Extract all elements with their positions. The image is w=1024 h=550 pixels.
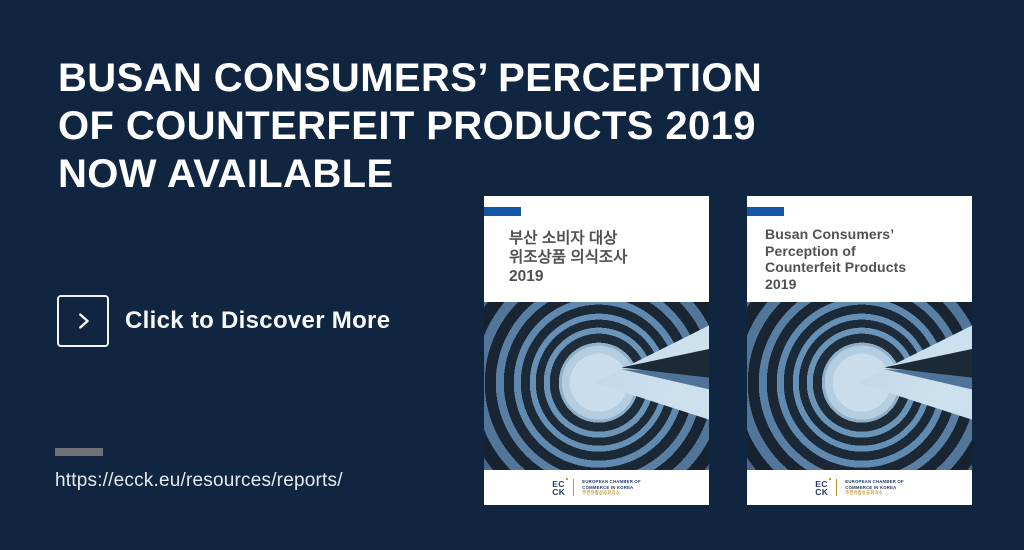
circular-building-photo bbox=[484, 302, 709, 470]
cover-title-line: Counterfeit Products bbox=[765, 259, 907, 275]
ecck-logo-text: EUROPEAN CHAMBER OF COMMERCE IN KOREA 주한… bbox=[582, 479, 640, 496]
logo-org-line: EUROPEAN CHAMBER OF bbox=[845, 478, 904, 484]
logo-acronym-top: EC bbox=[552, 478, 565, 489]
report-cover-english[interactable]: Busan Consumers’ Perception of Counterfe… bbox=[747, 196, 972, 505]
divider-dash bbox=[55, 448, 103, 456]
cover-title-line: 부산 소비자 대상 bbox=[509, 230, 618, 247]
report-cover-korean[interactable]: 부산 소비자 대상 위조상품 의식조사 2019 EC CK EUROPEAN … bbox=[484, 196, 709, 505]
logo-org-line: COMMERCE IN KOREA bbox=[845, 484, 897, 490]
logo-gold-tick bbox=[566, 477, 569, 480]
cover-accent-bar bbox=[747, 207, 784, 216]
headline-line-2: OF COUNTERFEIT PRODUCTS 2019 bbox=[58, 104, 756, 148]
circular-building-photo bbox=[747, 302, 972, 470]
ecck-logo-acronym: EC CK bbox=[815, 477, 832, 497]
logo-acronym-bottom: CK bbox=[815, 486, 829, 497]
page-title: BUSAN CONSUMERS’ PERCEPTION OF COUNTERFE… bbox=[58, 54, 798, 198]
cover-title-korean: 부산 소비자 대상 위조상품 의식조사 2019 bbox=[509, 229, 701, 286]
headline-line-1: BUSAN CONSUMERS’ PERCEPTION bbox=[58, 56, 763, 100]
reports-url[interactable]: https://ecck.eu/resources/reports/ bbox=[55, 470, 343, 491]
cover-title-line: Perception of bbox=[765, 242, 856, 259]
cover-accent-bar bbox=[484, 207, 521, 216]
discover-more-label[interactable]: Click to Discover More bbox=[125, 307, 391, 334]
cover-title-line: 위조상품 의식조사 bbox=[509, 249, 628, 266]
cover-title-english: Busan Consumers’ Perception of Counterfe… bbox=[765, 226, 964, 292]
sky-wedge bbox=[594, 325, 709, 420]
logo-acronym-top: EC bbox=[815, 478, 828, 489]
logo-divider bbox=[836, 479, 838, 496]
sky-wedge bbox=[857, 325, 972, 420]
logo-org-line-korean: 주한유럽상공회의소 bbox=[845, 490, 883, 496]
cover-title-line: Busan Consumers’ bbox=[765, 226, 895, 242]
logo-acronym-bottom: CK bbox=[552, 486, 566, 497]
headline-line-3: NOW AVAILABLE bbox=[58, 152, 394, 196]
ecck-logo: EC CK EUROPEAN CHAMBER OF COMMERCE IN KO… bbox=[484, 470, 709, 505]
chevron-right-icon[interactable] bbox=[57, 295, 109, 347]
logo-divider bbox=[573, 479, 575, 496]
cover-title-line: 2019 bbox=[765, 275, 797, 292]
discover-more-button[interactable]: Click to Discover More bbox=[57, 295, 390, 347]
ecck-logo: EC CK EUROPEAN CHAMBER OF COMMERCE IN KO… bbox=[747, 470, 972, 505]
logo-org-line: EUROPEAN CHAMBER OF bbox=[582, 478, 641, 484]
ecck-logo-acronym: EC CK bbox=[552, 477, 569, 497]
logo-gold-tick bbox=[829, 477, 832, 480]
logo-org-line-korean: 주한유럽상공회의소 bbox=[582, 490, 620, 496]
ecck-logo-text: EUROPEAN CHAMBER OF COMMERCE IN KOREA 주한… bbox=[845, 479, 903, 496]
logo-org-line: COMMERCE IN KOREA bbox=[582, 484, 634, 490]
cover-title-line: 2019 bbox=[509, 268, 544, 285]
